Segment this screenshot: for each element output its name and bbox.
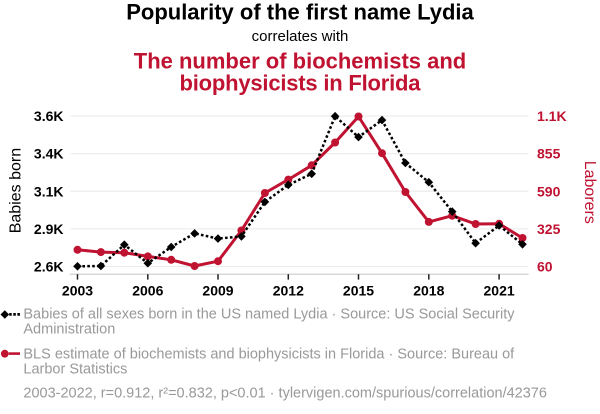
svg-text:Administration: Administration	[23, 322, 115, 338]
svg-text:1.1K: 1.1K	[537, 108, 567, 124]
svg-text:3.6K: 3.6K	[34, 108, 64, 124]
svg-text:correlates with: correlates with	[252, 28, 349, 45]
svg-text:2003: 2003	[62, 282, 93, 298]
svg-text:2003-2022, r=0.912, r²=0.832,: 2003-2022, r=0.912, r²=0.832, p<0.01 · t…	[23, 386, 547, 402]
svg-text:590: 590	[537, 183, 561, 199]
svg-text:2015: 2015	[343, 282, 374, 298]
svg-text:The number of biochemists and: The number of biochemists and	[134, 48, 466, 73]
svg-text:2006: 2006	[132, 282, 163, 298]
svg-text:60: 60	[537, 259, 553, 275]
svg-text:2012: 2012	[273, 282, 304, 298]
svg-text:Laborers: Laborers	[581, 161, 598, 224]
svg-text:Larbor Statistics: Larbor Statistics	[23, 362, 127, 378]
svg-text:2.6K: 2.6K	[34, 259, 64, 275]
svg-text:Popularity of the first name L: Popularity of the first name Lydia	[126, 0, 474, 25]
svg-text:325: 325	[537, 221, 561, 237]
svg-text:Babies of all sexes born in th: Babies of all sexes born in the US named…	[23, 307, 515, 323]
svg-text:biophysicists in Florida: biophysicists in Florida	[180, 70, 422, 95]
svg-text:Babies born: Babies born	[8, 148, 25, 233]
svg-text:BLS estimate of biochemists an: BLS estimate of biochemists and biophysi…	[23, 347, 515, 363]
svg-text:2009: 2009	[202, 282, 233, 298]
svg-text:3.4K: 3.4K	[34, 146, 64, 162]
svg-text:855: 855	[537, 146, 561, 162]
svg-text:2021: 2021	[484, 282, 515, 298]
svg-text:2018: 2018	[413, 282, 444, 298]
svg-text:3.1K: 3.1K	[34, 183, 64, 199]
svg-text:2.9K: 2.9K	[34, 221, 64, 237]
